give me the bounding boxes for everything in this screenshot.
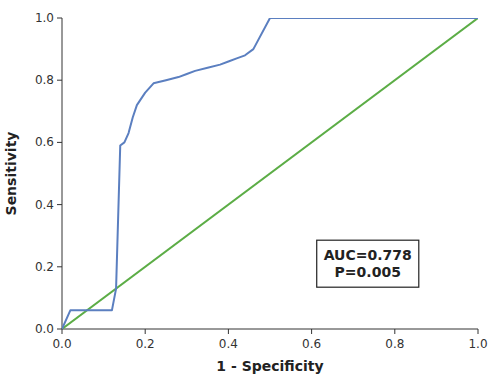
x-tick xyxy=(394,329,395,334)
y-axis-line xyxy=(62,18,63,329)
x-tick-label: 0.6 xyxy=(302,337,321,351)
x-tick-label: 0.0 xyxy=(52,337,71,351)
y-tick xyxy=(57,80,62,81)
y-tick xyxy=(57,266,62,267)
y-tick-label: 0.0 xyxy=(35,322,54,336)
x-axis-line xyxy=(62,329,478,330)
x-tick-label: 0.2 xyxy=(136,337,155,351)
y-tick xyxy=(57,142,62,143)
x-tick-label: 0.8 xyxy=(385,337,404,351)
y-tick-label: 0.6 xyxy=(35,135,54,149)
axes: 0.0 0.2 0.4 0.6 0.8 1.0 0.0 0.2 0.4 0.6 0.8 1.0 xyxy=(35,11,488,351)
x-tick xyxy=(145,329,146,334)
lines xyxy=(62,18,478,329)
roc-curve xyxy=(62,18,478,329)
y-tick xyxy=(57,329,62,330)
reference-line xyxy=(62,18,478,329)
y-tick xyxy=(57,18,62,19)
y-axis-label: Sensitivity xyxy=(3,132,19,216)
x-tick xyxy=(62,329,63,334)
annotation-text: AUC=0.778P=0.005 xyxy=(324,247,412,280)
y-tick xyxy=(57,204,62,205)
annotation: AUC=0.778P=0.005 xyxy=(317,240,419,287)
x-tick xyxy=(478,329,479,334)
x-tick xyxy=(228,329,229,334)
x-tick xyxy=(311,329,312,334)
y-tick-label: 1.0 xyxy=(35,11,54,25)
y-tick-label: 0.4 xyxy=(35,198,54,212)
x-tick-label: 0.4 xyxy=(219,337,238,351)
chart: 0.0 0.2 0.4 0.6 0.8 1.0 0.0 0.2 0.4 0.6 0.8 1.0 1 - … xyxy=(0,0,500,385)
y-tick-label: 0.8 xyxy=(35,73,54,87)
x-tick-label: 1.0 xyxy=(468,337,487,351)
y-tick-label: 0.2 xyxy=(35,260,54,274)
annotation-box xyxy=(317,240,419,287)
x-axis-label: 1 - Specificity xyxy=(216,358,323,374)
